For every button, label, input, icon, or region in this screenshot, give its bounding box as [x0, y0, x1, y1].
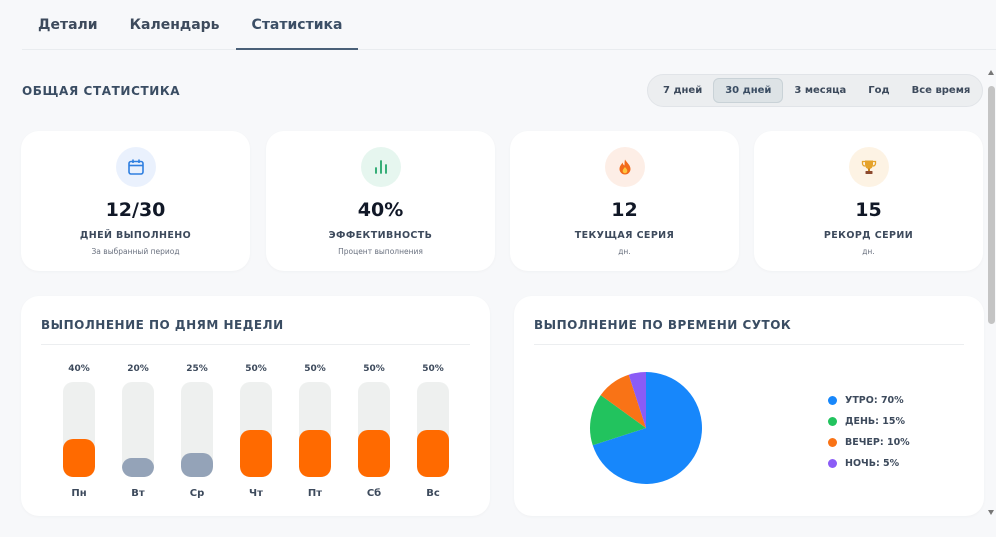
bar-category-label: Ср	[189, 488, 205, 499]
pie-slice	[628, 372, 646, 428]
bar-category-label: Вс	[426, 488, 440, 499]
bar-value-label: 50%	[422, 364, 444, 374]
trophy-icon	[848, 147, 889, 187]
bar-value-label: 50%	[245, 364, 267, 374]
bar-value-label: 50%	[304, 364, 326, 374]
legend-swatch	[828, 438, 837, 447]
pie-slice	[590, 395, 646, 446]
stat-card-current-streak: 12 ТЕКУЩАЯ СЕРИЯ дн.	[510, 131, 739, 271]
pie-legend: УТРО: 70% ДЕНЬ: 15% ВЕЧЕР: 10% НОЧЬ: 5%	[828, 390, 910, 474]
stat-subtitle: За выбранный период	[91, 247, 180, 256]
bar-value-label: 50%	[363, 364, 385, 374]
bar-track	[181, 382, 213, 477]
scroll-down-arrow-icon[interactable]	[988, 510, 994, 515]
bar-track	[299, 382, 331, 477]
scrollbar[interactable]	[987, 70, 996, 515]
bar	[417, 429, 449, 477]
panel-title: ВЫПОЛНЕНИЕ ПО ДНЯМ НЕДЕЛИ	[41, 318, 470, 345]
timeofday-chart-panel: ВЫПОЛНЕНИЕ ПО ВРЕМЕНИ СУТОК УТРО: 70% ДЕН…	[514, 296, 984, 516]
bar-chart-icon	[360, 147, 401, 187]
tab-bar: Детали Календарь Статистика	[22, 0, 996, 50]
bar-value-label: 20%	[127, 364, 149, 374]
bar-value-label: 25%	[186, 364, 208, 374]
stat-label: РЕКОРД СЕРИИ	[823, 230, 914, 241]
bar-category-label: Пт	[307, 488, 323, 499]
bar-track	[240, 382, 272, 477]
calendar-icon	[115, 147, 156, 187]
stat-value: 12/30	[105, 199, 166, 221]
scroll-up-arrow-icon[interactable]	[988, 70, 994, 75]
pie-slice	[592, 372, 702, 484]
legend-label: НОЧЬ: 5%	[845, 458, 900, 469]
period-all-time-button[interactable]: Все время	[911, 85, 971, 96]
bar-track	[417, 382, 449, 477]
period-3-months-button[interactable]: 3 месяца	[794, 85, 847, 96]
period-selector: 7 дней 30 дней 3 месяца Год Все время	[647, 74, 983, 107]
tab-calendar[interactable]: Календарь	[129, 16, 220, 33]
legend-swatch	[828, 417, 837, 426]
tab-details[interactable]: Детали	[38, 16, 98, 33]
legend-label: ВЕЧЕР: 10%	[845, 437, 910, 448]
stat-card-efficiency: 40% ЭФФЕКТИВНОСТЬ Процент выполнения	[266, 131, 495, 271]
stat-label: ДНЕЙ ВЫПОЛНЕНО	[79, 230, 192, 241]
stat-card-record-streak: 15 РЕКОРД СЕРИИ дн.	[754, 131, 983, 271]
bar-value-label: 40%	[68, 364, 90, 374]
stat-subtitle: Процент выполнения	[338, 247, 423, 256]
timeofday-pie-chart	[590, 372, 702, 484]
bar-category-label: Пн	[71, 488, 87, 499]
bar-track	[63, 382, 95, 477]
legend-item: НОЧЬ: 5%	[828, 453, 910, 474]
bar-track	[122, 382, 154, 477]
bar	[299, 429, 331, 477]
stat-subtitle: дн.	[618, 247, 631, 256]
legend-item: УТРО: 70%	[828, 390, 910, 411]
bar-track	[358, 382, 390, 477]
period-30-days-button[interactable]: 30 дней	[713, 78, 784, 103]
bar-category-label: Вт	[131, 488, 145, 499]
legend-swatch	[828, 396, 837, 405]
period-7-days-button[interactable]: 7 дней	[663, 85, 703, 96]
bar-category-label: Сб	[366, 488, 382, 499]
bar	[181, 453, 213, 477]
section-title: ОБЩАЯ СТАТИСТИКА	[22, 84, 181, 98]
pie-slice	[600, 374, 646, 428]
legend-swatch	[828, 459, 837, 468]
stat-label: ЭФФЕКТИВНОСТЬ	[328, 230, 433, 241]
panel-title: ВЫПОЛНЕНИЕ ПО ВРЕМЕНИ СУТОК	[534, 318, 964, 345]
stat-card-days-completed: 12/30 ДНЕЙ ВЫПОЛНЕНО За выбранный период	[21, 131, 250, 271]
legend-label: УТРО: 70%	[845, 395, 904, 406]
legend-item: ВЕЧЕР: 10%	[828, 432, 910, 453]
bar	[63, 439, 95, 477]
bar-category-label: Чт	[249, 488, 263, 499]
scroll-thumb[interactable]	[988, 86, 995, 324]
stat-value: 15	[855, 199, 882, 221]
bar	[240, 429, 272, 477]
bar	[358, 429, 390, 477]
stat-subtitle: дн.	[862, 247, 875, 256]
stat-label: ТЕКУЩАЯ СЕРИЯ	[574, 230, 675, 241]
bar	[122, 458, 154, 477]
fire-icon	[604, 147, 645, 187]
stat-value: 12	[611, 199, 638, 221]
legend-label: ДЕНЬ: 15%	[845, 416, 905, 427]
stat-value: 40%	[357, 199, 404, 221]
weekday-chart-panel: ВЫПОЛНЕНИЕ ПО ДНЯМ НЕДЕЛИ 40% Пн 20% Вт 25% С…	[21, 296, 490, 516]
period-year-button[interactable]: Год	[868, 85, 890, 96]
tab-statistics[interactable]: Статистика	[235, 0, 359, 50]
legend-item: ДЕНЬ: 15%	[828, 411, 910, 432]
